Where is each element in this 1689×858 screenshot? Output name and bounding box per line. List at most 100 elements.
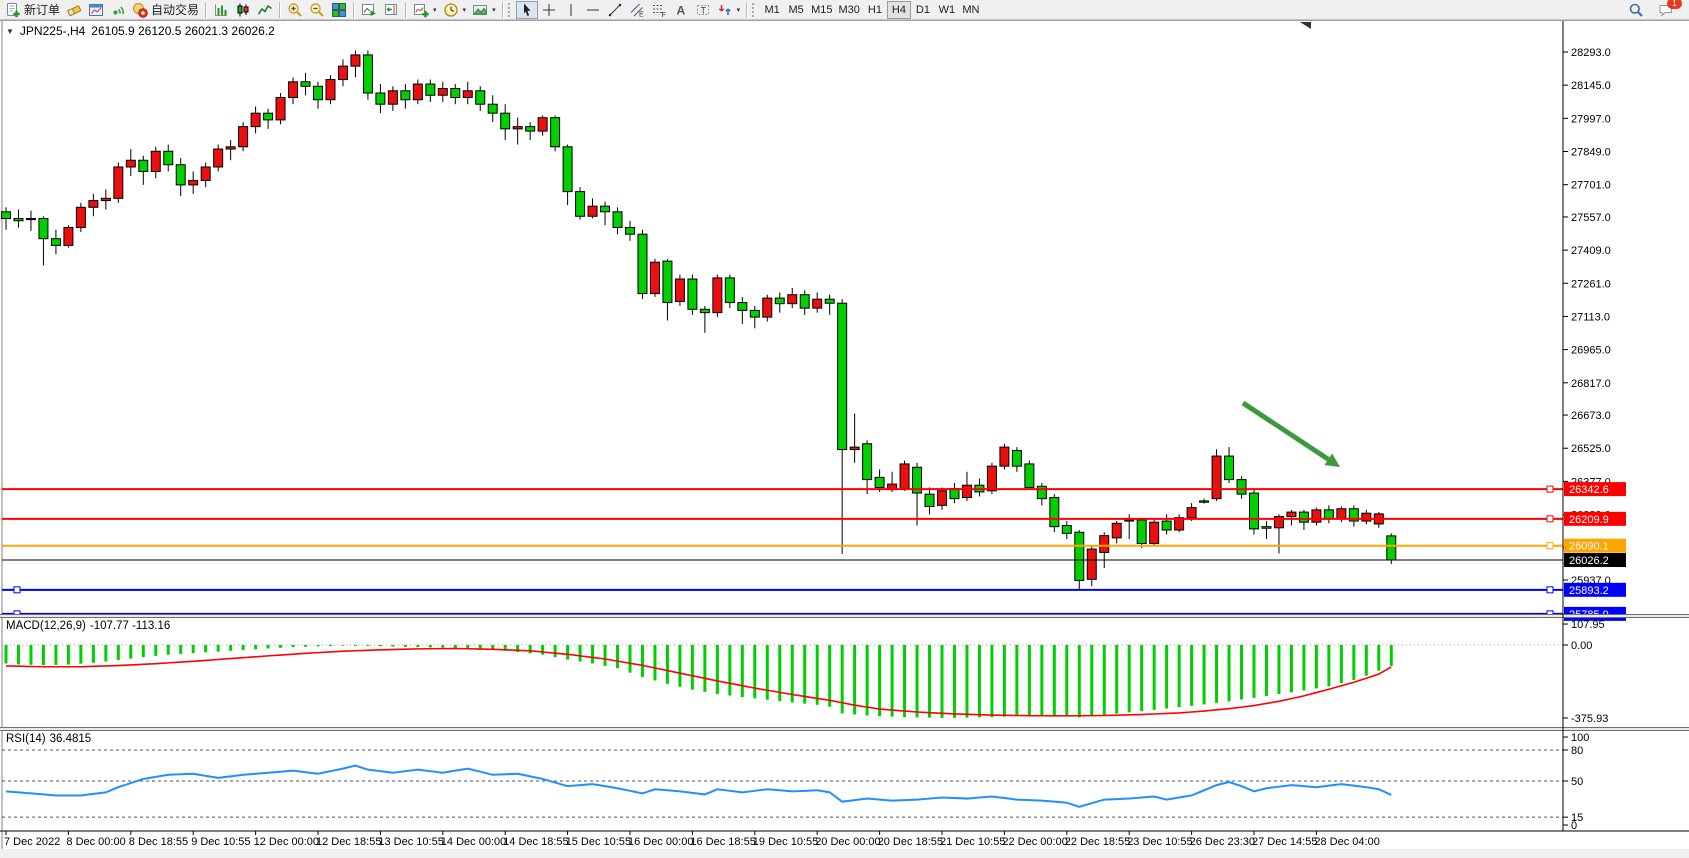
tile-windows-button[interactable] (328, 1, 350, 19)
new-order-button[interactable]: 新订单 (2, 1, 63, 19)
toolbar-separator (205, 1, 208, 18)
hline-handle[interactable] (1546, 485, 1554, 493)
arrows-button[interactable]: ▾ (714, 1, 744, 19)
hline-handle[interactable] (13, 586, 21, 594)
candle (63, 225, 74, 248)
chart-shift-icon (383, 2, 399, 18)
dropdown-arrow-icon[interactable]: ▾ (433, 6, 437, 14)
horizontal-line-button[interactable] (582, 1, 604, 19)
templates-button[interactable]: ▾ (469, 1, 499, 19)
zoom-out-button[interactable] (306, 1, 328, 19)
auto-trading-button[interactable]: 自动交易 (129, 1, 202, 19)
pane-splitter[interactable] (0, 614, 1689, 618)
pane-splitter[interactable] (0, 727, 1689, 731)
time-tick-label: 7 Dec 2022 (4, 836, 60, 848)
hline-object[interactable] (2, 610, 1563, 618)
candle (1, 207, 11, 230)
auto-scroll-button[interactable] (358, 1, 380, 19)
svg-text:E: E (639, 11, 644, 18)
macd-values: -107.77 -113.16 (90, 620, 170, 632)
candle (75, 202, 86, 232)
timeframe-h4-button[interactable]: H4 (886, 0, 911, 19)
rsi-line (5, 764, 1392, 808)
candle (263, 108, 274, 129)
dropdown-arrow-icon[interactable]: ▾ (492, 6, 496, 14)
chat-button[interactable]: 1 (1655, 0, 1682, 19)
timeframe-d1-button[interactable]: D1 (915, 3, 930, 16)
candle (225, 140, 236, 161)
hline-price-label: 25893.2 (1564, 582, 1626, 597)
candle (1149, 518, 1160, 546)
svg-text:F: F (661, 12, 665, 18)
dropdown-arrow-icon[interactable]: ▾ (462, 6, 467, 14)
hline-price-text: 26342.6 (1569, 484, 1609, 496)
text-label-button[interactable]: T (692, 1, 714, 19)
time-tick-label: 22 Dec 18:55 (1065, 836, 1130, 848)
time-tick-label: 15 Dec 10:55 (566, 836, 631, 848)
arrow-object[interactable] (1241, 400, 1340, 467)
candle (462, 81, 473, 105)
time-tick-label: 12 Dec 00:00 (254, 836, 319, 848)
price-tick-label: 28145.0 (1571, 80, 1611, 92)
timeframe-w1-button[interactable]: W1 (938, 3, 956, 16)
crosshair-icon (541, 2, 557, 18)
candle (337, 59, 348, 87)
chart-title-dropdown-icon[interactable]: ▼ (6, 26, 14, 36)
time-tick-label: 8 Dec 18:55 (129, 836, 188, 848)
trendline-button[interactable] (604, 1, 626, 19)
fibonacci-button[interactable]: F (648, 1, 670, 19)
hline-object[interactable] (2, 515, 1563, 523)
candle (762, 294, 773, 322)
timeframe-h1-button[interactable]: H1 (867, 3, 882, 16)
candle (150, 146, 161, 179)
hline-handle[interactable] (1546, 542, 1554, 550)
hline-handle[interactable] (1546, 515, 1554, 523)
indicators-button[interactable]: ▾ (410, 1, 440, 19)
time-tick-label: 14 Dec 00:00 (441, 836, 506, 848)
periods-button[interactable]: ▾ (440, 1, 470, 19)
timeframe-m15-button[interactable]: M15 (811, 3, 833, 16)
time-tick-label: 22 Dec 00:00 (1002, 836, 1067, 848)
auto-trading-button-label: 自动交易 (151, 3, 200, 17)
new-chart-button[interactable] (85, 1, 107, 19)
hline-price-label: 26090.1 (1564, 538, 1626, 553)
macd-pane[interactable]: 107.95 0.00 -375.93 MACD(12,26,9) -107.77 -1… (2, 619, 1608, 725)
chart-shift-button[interactable] (380, 1, 402, 19)
search-button[interactable] (1625, 1, 1647, 19)
tile-windows-icon (331, 2, 347, 18)
zoom-in-button[interactable] (284, 1, 306, 19)
hline-price-text: 26209.9 (1569, 514, 1609, 526)
hline-object[interactable] (2, 485, 1563, 493)
vertical-line-button[interactable] (560, 1, 582, 19)
timeframe-m1-button[interactable]: M1 (764, 3, 780, 16)
candle (250, 106, 261, 134)
timeframe-m30-button[interactable]: M30 (838, 3, 860, 16)
candle-chart-button[interactable] (232, 1, 254, 19)
timeframe-mn-button[interactable]: MN (962, 3, 980, 16)
hline-handle[interactable] (1546, 586, 1554, 594)
cursor-button[interactable] (515, 0, 538, 19)
toolbar-drag-handle[interactable] (507, 2, 513, 17)
time-tick-label: 13 Dec 10:55 (378, 836, 443, 848)
fibonacci-icon: F (651, 2, 667, 18)
main-price-pane[interactable] (1, 50, 1564, 618)
periods-icon (443, 2, 459, 18)
toolbar-drag-handle[interactable] (752, 2, 757, 17)
chart-canvas[interactable]: 28293.0 28145.0 27997.0 27849.0 27701.0 27557… (0, 20, 1689, 858)
hline-object[interactable] (2, 542, 1563, 550)
timeframe-m5-button[interactable]: M5 (788, 3, 804, 16)
eraser-button[interactable] (63, 1, 85, 19)
line-chart-button[interactable] (254, 1, 276, 19)
chart-shift-marker[interactable] (1300, 22, 1311, 29)
text-button[interactable]: A (670, 1, 692, 19)
macd-axis-label: -375.93 (1571, 713, 1608, 725)
signal-button[interactable] (107, 1, 129, 19)
equidistant-channel-button[interactable]: E (626, 1, 648, 19)
time-tick-label: 28 Dec 04:00 (1314, 836, 1379, 848)
dropdown-arrow-icon[interactable]: ▾ (736, 6, 741, 14)
crosshair-button[interactable] (538, 1, 560, 19)
zoom-in-icon (287, 2, 303, 18)
bar-chart-button[interactable] (210, 1, 232, 19)
hline-object[interactable] (2, 586, 1563, 594)
